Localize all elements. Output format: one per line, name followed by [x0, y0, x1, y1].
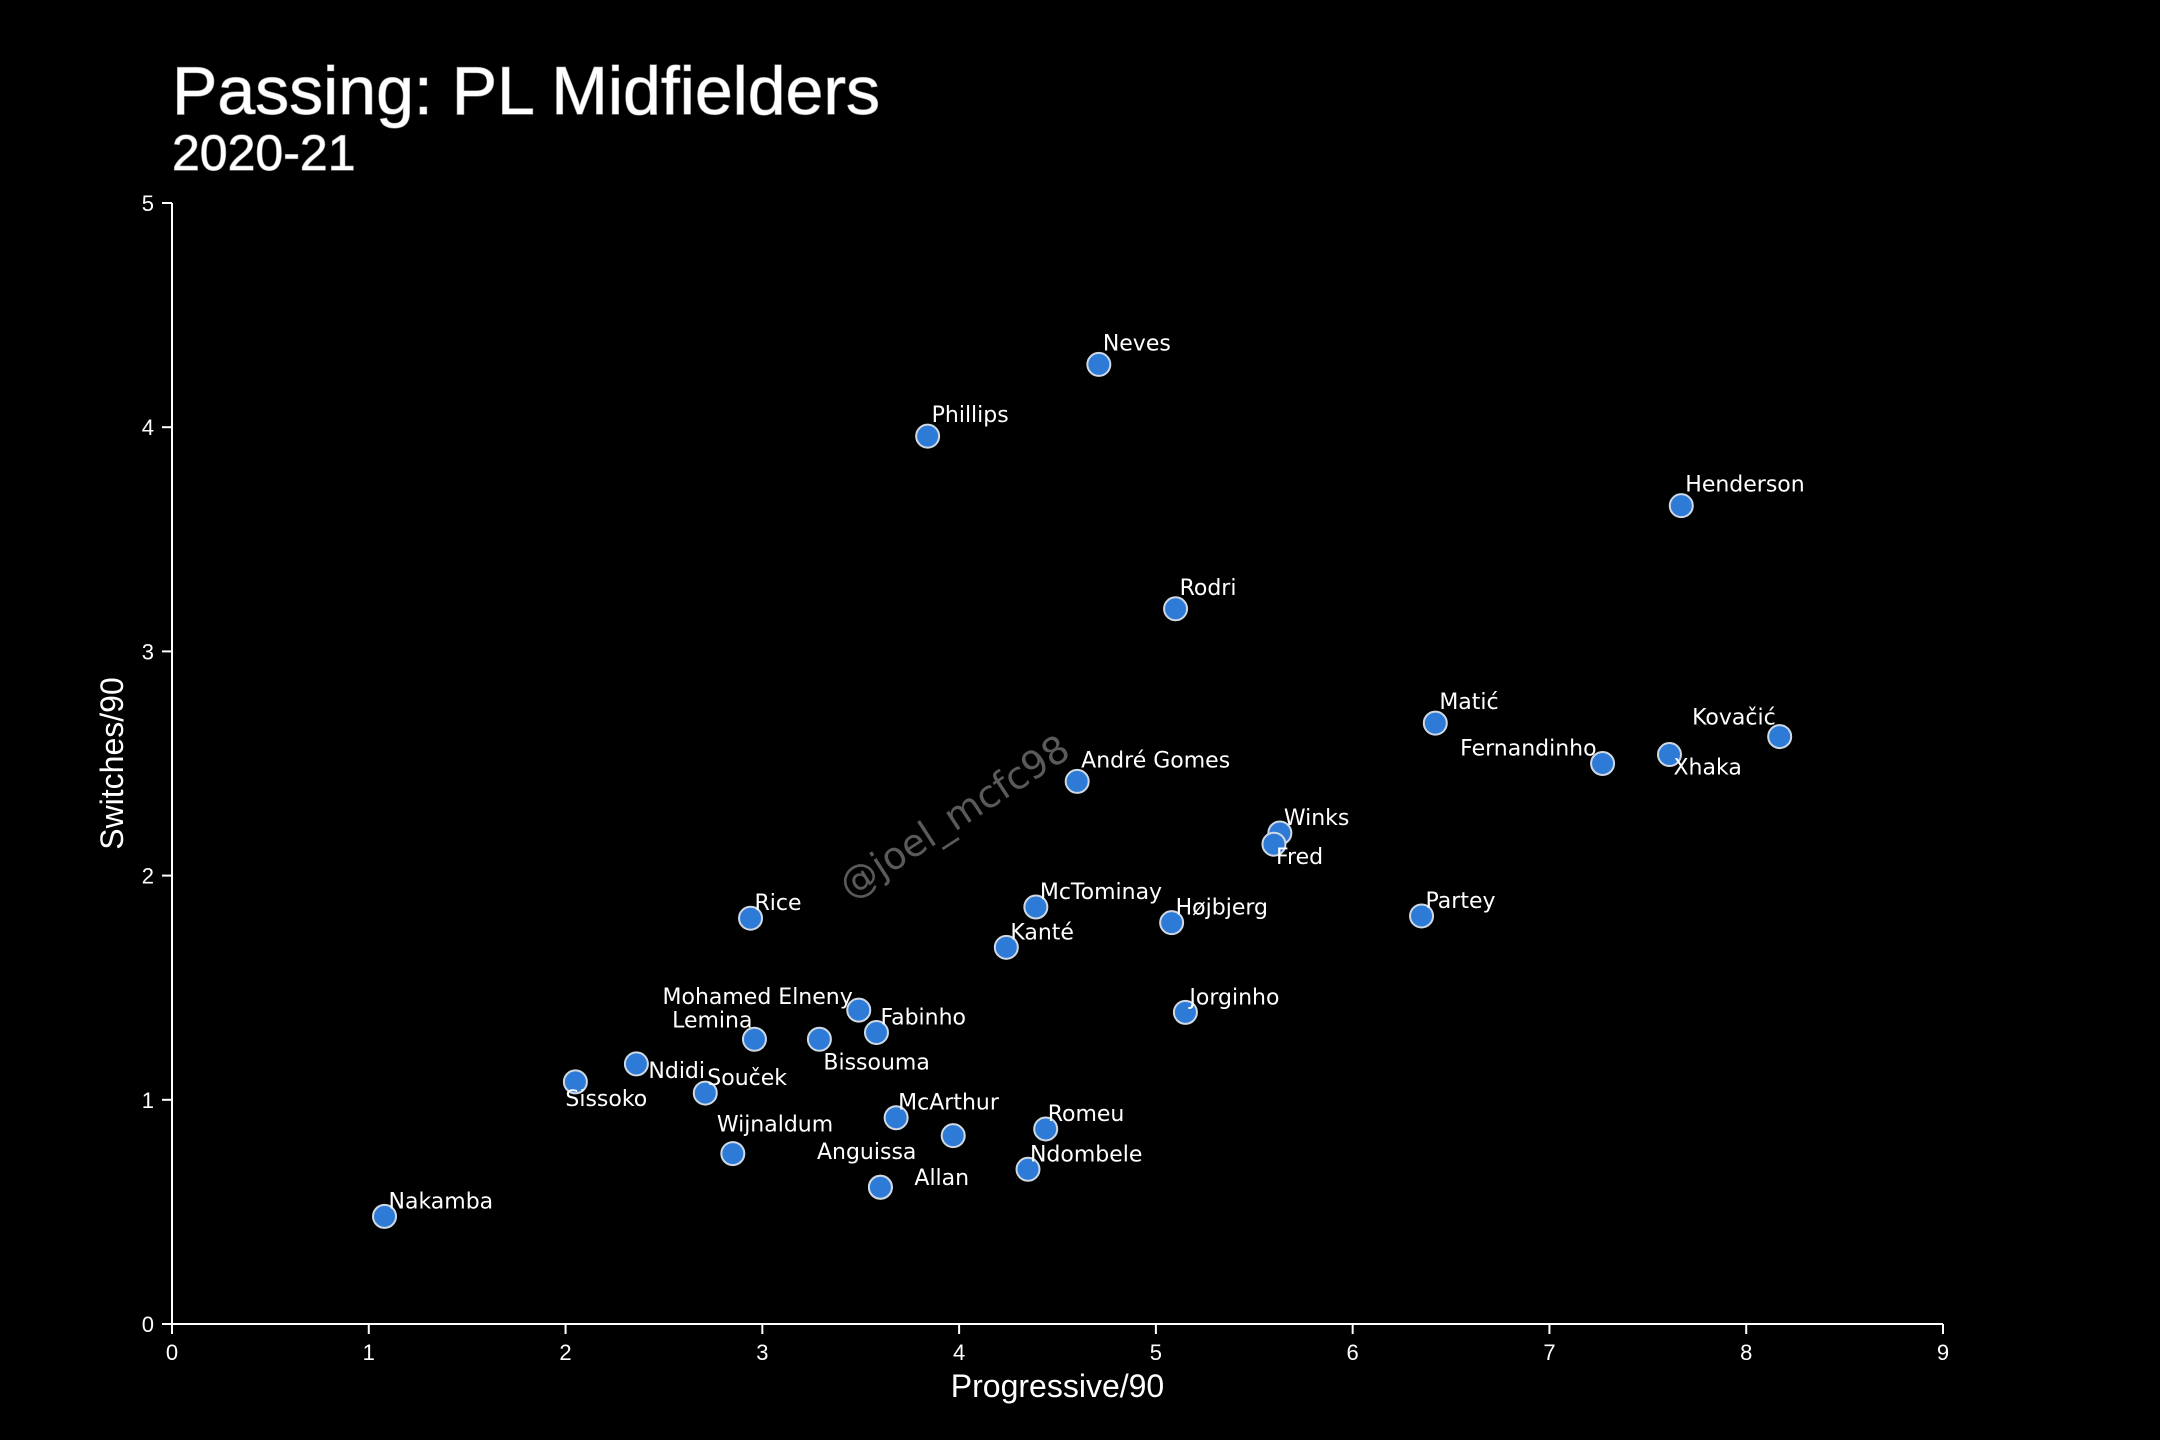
- y-tick-label: 2: [142, 864, 154, 889]
- data-point: [1033, 1116, 1059, 1142]
- point-label: Matić: [1439, 690, 1498, 715]
- point-label: Henderson: [1685, 473, 1804, 498]
- point-label: Mohamed Elneny: [663, 985, 853, 1010]
- chart-title: Passing: PL Midfielders: [172, 53, 880, 129]
- data-points: [372, 351, 1793, 1229]
- data-point: [562, 1069, 588, 1095]
- data-point: [1023, 894, 1049, 920]
- y-tick-label: 5: [142, 191, 154, 216]
- x-tick-label: 6: [1347, 1340, 1359, 1365]
- x-axis-label: Progressive/90: [951, 1368, 1164, 1404]
- y-axis-label: Switches/90: [94, 677, 130, 850]
- point-label: Rice: [755, 891, 802, 916]
- data-point: [1015, 1156, 1041, 1182]
- data-point: [863, 1020, 889, 1046]
- point-label: Højbjerg: [1176, 896, 1268, 921]
- x-tick-label: 0: [166, 1340, 178, 1365]
- point-label: Winks: [1284, 806, 1350, 831]
- x-tick-label: 1: [363, 1340, 375, 1365]
- data-point: [692, 1080, 718, 1106]
- point-label: Ndidi: [648, 1059, 705, 1084]
- data-point: [1064, 768, 1090, 794]
- chart-subtitle: 2020-21: [172, 125, 356, 181]
- x-tick-label: 3: [756, 1340, 768, 1365]
- data-point: [846, 997, 872, 1023]
- point-label: Wijnaldum: [717, 1113, 833, 1138]
- point-label: Fred: [1276, 845, 1323, 870]
- point-label: Sissoko: [565, 1087, 647, 1112]
- data-point: [1668, 493, 1694, 519]
- y-tick-label: 4: [142, 415, 154, 440]
- point-label: Fabinho: [880, 1006, 966, 1031]
- data-point: [741, 1026, 767, 1052]
- data-point: [993, 934, 1019, 960]
- data-point: [1172, 999, 1198, 1025]
- data-point: [940, 1123, 966, 1149]
- point-label: McTominay: [1040, 880, 1162, 905]
- point-label: Kovačić: [1692, 706, 1776, 731]
- point-label: Souček: [707, 1066, 787, 1091]
- y-tick-label: 0: [142, 1312, 154, 1337]
- x-tick-label: 4: [953, 1340, 965, 1365]
- point-label: Romeu: [1048, 1102, 1125, 1127]
- data-point: [883, 1105, 909, 1131]
- data-point: [738, 905, 764, 931]
- point-label: Xhaka: [1673, 756, 1741, 781]
- point-label: Lemina: [672, 1008, 752, 1033]
- y-tick-label: 3: [142, 639, 154, 664]
- y-tick-label: 1: [142, 1088, 154, 1113]
- point-label: Neves: [1103, 331, 1171, 356]
- point-label: Rodri: [1180, 576, 1237, 601]
- point-label: Fernandinho: [1460, 737, 1596, 762]
- data-point: [1767, 724, 1793, 750]
- data-point: [867, 1174, 893, 1200]
- point-label: Bissouma: [823, 1050, 929, 1075]
- data-point: [806, 1026, 832, 1052]
- data-point: [1422, 710, 1448, 736]
- data-point: [372, 1203, 398, 1229]
- data-point: [720, 1141, 746, 1167]
- point-label: Phillips: [932, 403, 1009, 428]
- data-point: [1163, 596, 1189, 622]
- data-point: [915, 423, 941, 449]
- data-point: [1656, 742, 1682, 768]
- data-point: [1261, 831, 1287, 857]
- point-label: Anguissa: [817, 1140, 916, 1165]
- point-label: McArthur: [898, 1091, 1000, 1116]
- x-axis-ticks: 0 1 2 3 4 5 6 7 8 9: [166, 1324, 1949, 1365]
- y-axis-ticks: 0 1 2 3 4 5: [142, 191, 172, 1337]
- data-point: [1409, 903, 1435, 929]
- x-tick-label: 7: [1543, 1340, 1555, 1365]
- point-label: Nakamba: [389, 1189, 494, 1214]
- x-tick-label: 9: [1937, 1340, 1949, 1365]
- data-point: [1159, 910, 1185, 936]
- point-label: Jorginho: [1187, 985, 1279, 1010]
- data-point: [623, 1051, 649, 1077]
- x-tick-label: 5: [1150, 1340, 1162, 1365]
- point-label: Kanté: [1010, 920, 1074, 945]
- x-tick-label: 2: [559, 1340, 571, 1365]
- point-labels: Neves Phillips Henderson Rodri Matić Kovačić X…: [389, 331, 1805, 1214]
- data-point: [1590, 751, 1616, 776]
- data-point: [1086, 351, 1112, 377]
- x-tick-label: 8: [1740, 1340, 1752, 1365]
- point-label: Allan: [914, 1166, 969, 1191]
- point-label: Ndombele: [1030, 1142, 1142, 1167]
- point-label: André Gomes: [1081, 748, 1230, 773]
- point-label: Partey: [1426, 889, 1496, 914]
